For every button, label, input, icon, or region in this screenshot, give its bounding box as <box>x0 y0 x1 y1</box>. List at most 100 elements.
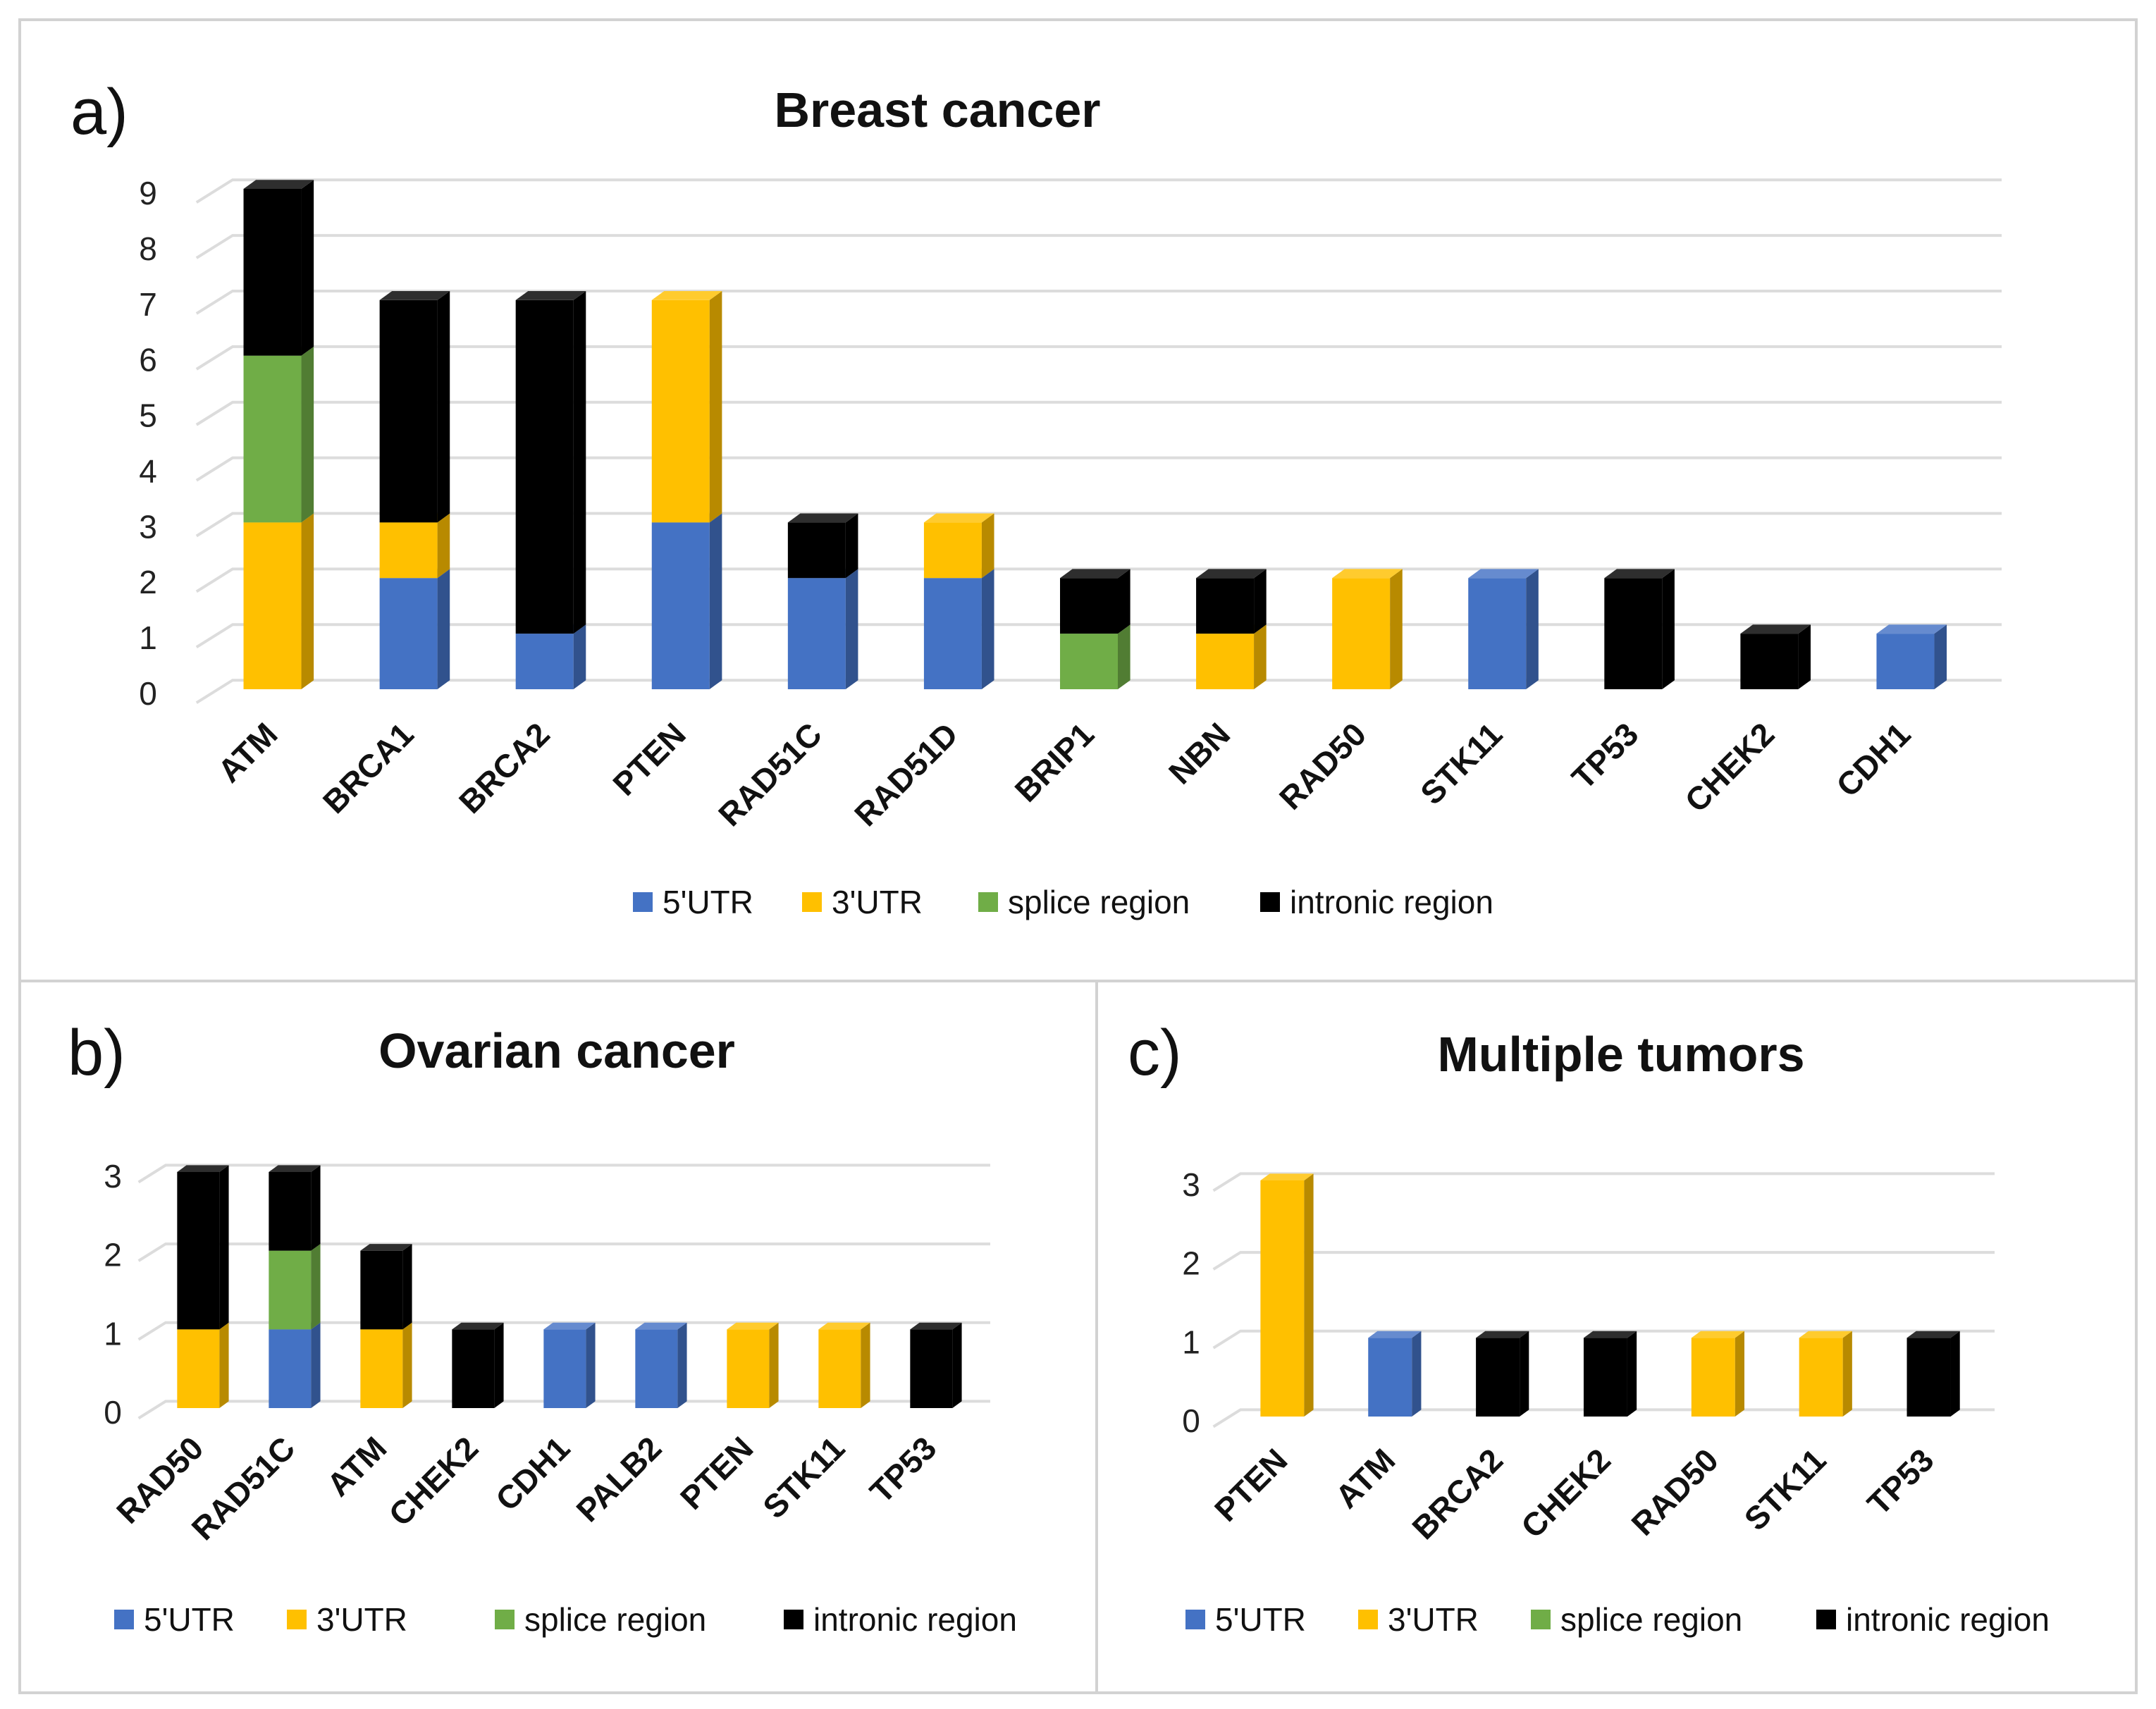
bar-c-atm-5-utr <box>1368 1331 1422 1417</box>
panel-letter-a: a) <box>70 76 128 148</box>
bar-a-rad51d-5-utr <box>923 569 994 689</box>
y-tick-label: 1 <box>1182 1324 1200 1360</box>
panel-letter-c: c) <box>1128 1017 1182 1089</box>
bar-a-pten-5-utr <box>651 513 722 689</box>
y-tick-label: 7 <box>139 286 157 323</box>
legend-swatch <box>495 1610 515 1629</box>
gridline <box>195 289 2002 315</box>
legend-b: 5'UTR 3'UTR splice region intronic region <box>114 1601 1017 1638</box>
y-tick-label: 0 <box>139 675 157 712</box>
gridline <box>195 512 2002 538</box>
gridline <box>195 400 2002 426</box>
panel-letter-b: b) <box>68 1017 125 1089</box>
bar-b-rad50-intronic-region <box>177 1165 229 1330</box>
y-tick-label: 9 <box>139 175 157 211</box>
gridline <box>195 345 2002 371</box>
bar-b-atm-intronic-region <box>360 1244 412 1330</box>
bar-a-nbn-3-utr <box>1196 624 1267 689</box>
legend-item-intronic-region: intronic region <box>1260 884 1493 920</box>
y-tick-label: 2 <box>139 564 157 600</box>
legend-swatch <box>802 892 822 912</box>
legend-item-intronic-region: intronic region <box>1816 1601 2050 1638</box>
legend-swatch <box>633 892 653 912</box>
legend-item-3-utr: 3'UTR <box>287 1601 407 1638</box>
chart-title-b: Ovarian cancer <box>378 1023 735 1078</box>
gridline <box>195 623 2002 649</box>
legend-item-3-utr: 3'UTR <box>802 884 923 920</box>
gridline <box>195 567 2002 593</box>
legend-label: 3'UTR <box>316 1601 407 1638</box>
gridline <box>195 178 2002 204</box>
bar-b-stk11-3-utr <box>818 1322 870 1408</box>
legend-item-3-utr: 3'UTR <box>1358 1601 1479 1638</box>
legend-label: 3'UTR <box>1388 1601 1479 1638</box>
legend-swatch <box>1358 1610 1378 1629</box>
legend-swatch <box>1260 892 1280 912</box>
y-tick-label: 6 <box>139 342 157 378</box>
bar-a-rad51d-3-utr <box>923 513 994 579</box>
legend-item-splice-region: splice region <box>978 884 1190 920</box>
chart-title-c: Multiple tumors <box>1437 1027 1804 1082</box>
bar-a-cdh1-5-utr <box>1876 624 1947 689</box>
gridline <box>137 1321 990 1341</box>
bar-a-brip1-intronic-region <box>1060 569 1131 634</box>
bar-b-rad51c-intronic-region <box>269 1165 321 1251</box>
bar-b-pten-3-utr <box>727 1322 779 1408</box>
legend-swatch <box>978 892 998 912</box>
bar-b-rad50-3-utr <box>177 1322 229 1408</box>
legend-swatch <box>1185 1610 1205 1629</box>
legend-item-5-utr: 5'UTR <box>1185 1601 1306 1638</box>
bar-c-brca2-intronic-region <box>1476 1331 1529 1417</box>
bar-c-tp53-intronic-region <box>1906 1331 1960 1417</box>
legend-swatch <box>114 1610 134 1629</box>
bar-a-stk11-5-utr <box>1468 569 1539 689</box>
legend-item-splice-region: splice region <box>495 1601 706 1638</box>
y-tick-label: 5 <box>139 397 157 434</box>
bar-c-stk11-3-utr <box>1799 1331 1852 1417</box>
legend-label: 5'UTR <box>663 884 753 920</box>
bar-a-brip1-splice-region <box>1060 624 1131 689</box>
legend-label: 5'UTR <box>144 1601 235 1638</box>
gridline <box>195 234 2002 259</box>
gridline <box>137 1242 990 1262</box>
y-tick-label: 3 <box>1182 1166 1200 1203</box>
bar-b-atm-3-utr <box>360 1322 412 1408</box>
bar-c-rad50-3-utr <box>1691 1331 1745 1417</box>
bar-b-cdh1-5-utr <box>543 1322 596 1408</box>
gridline <box>195 679 2002 704</box>
gridline <box>137 1164 990 1184</box>
legend-swatch <box>287 1610 307 1629</box>
y-tick-label: 1 <box>104 1315 122 1352</box>
legend-item-5-utr: 5'UTR <box>633 884 753 920</box>
bar-a-atm-intronic-region <box>243 180 314 356</box>
bar-a-chek2-intronic-region <box>1740 624 1811 689</box>
legend-c: 5'UTR 3'UTR splice region intronic region <box>1185 1601 2050 1638</box>
legend-item-intronic-region: intronic region <box>784 1601 1017 1638</box>
bar-a-atm-3-utr <box>243 513 314 689</box>
bar-a-brca1-intronic-region <box>379 290 450 523</box>
gridline <box>1212 1172 1995 1192</box>
bar-a-nbn-intronic-region <box>1196 569 1267 634</box>
bar-b-rad51c-splice-region <box>269 1244 321 1330</box>
bar-b-palb2-5-utr <box>635 1322 687 1408</box>
y-tick-label: 4 <box>139 452 157 489</box>
bar-b-chek2-intronic-region <box>452 1322 504 1408</box>
bar-b-rad51c-5-utr <box>269 1322 321 1408</box>
bar-c-chek2-intronic-region <box>1583 1331 1637 1417</box>
bar-a-brca1-3-utr <box>379 513 450 579</box>
y-tick-label: 3 <box>104 1158 122 1195</box>
chart-title-a: Breast cancer <box>774 82 1100 137</box>
y-tick-label: 0 <box>1182 1402 1200 1439</box>
bar-a-atm-splice-region <box>243 346 314 523</box>
legend-swatch <box>1531 1610 1551 1629</box>
panel-frame-a <box>18 18 2138 982</box>
bar-a-brca2-intronic-region <box>515 290 586 634</box>
legend-label: intronic region <box>1290 884 1493 920</box>
y-tick-label: 2 <box>104 1237 122 1273</box>
gridline <box>195 456 2002 482</box>
legend-label: splice region <box>1008 884 1190 920</box>
gridline <box>137 1400 990 1420</box>
bar-a-tp53-intronic-region <box>1604 569 1675 689</box>
